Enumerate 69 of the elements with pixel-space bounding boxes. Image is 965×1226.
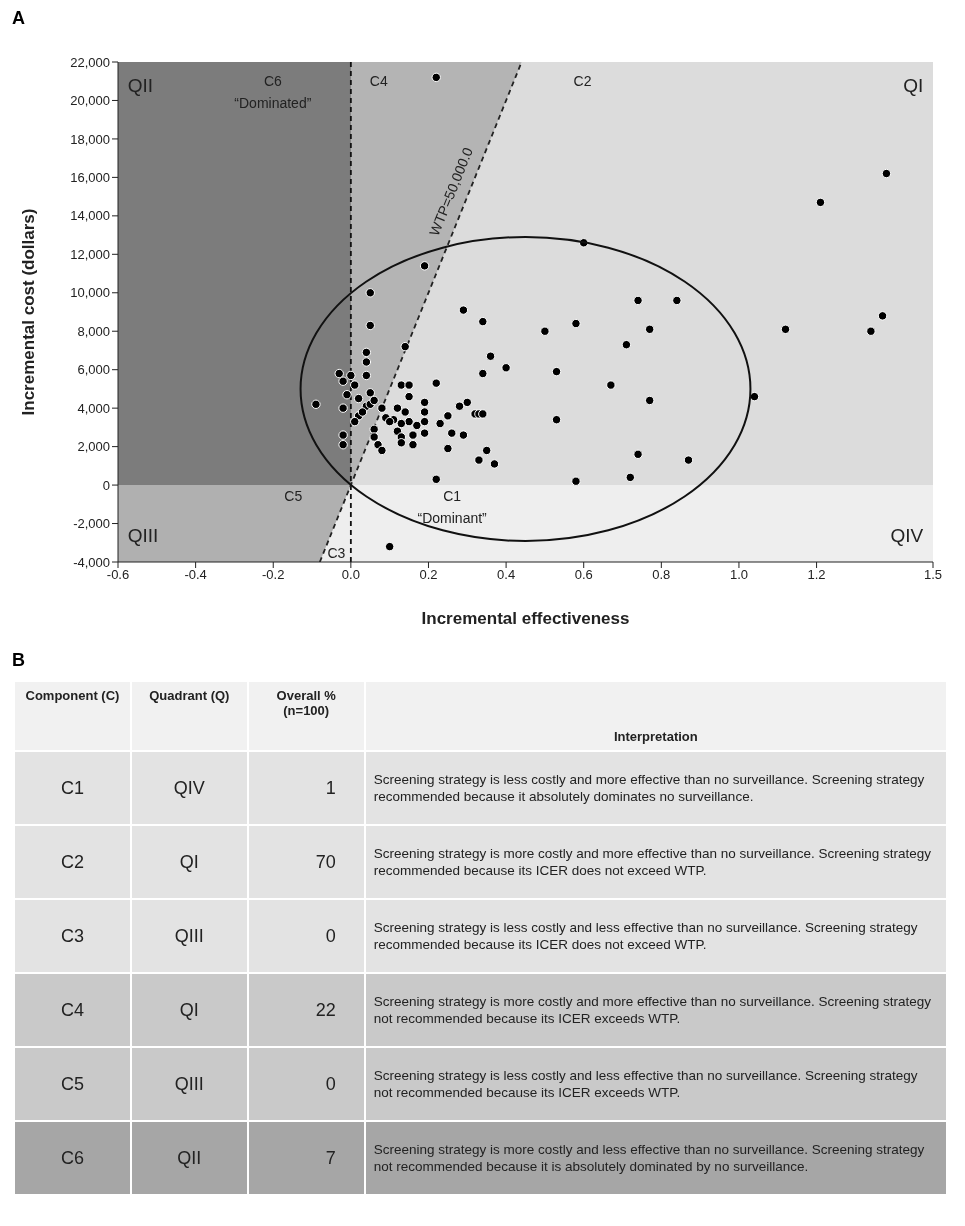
y-tick-label: 14,000: [70, 208, 110, 224]
annotation: C4: [369, 72, 388, 89]
data-label: 1: [247, 751, 365, 825]
text: QII: [130, 1121, 248, 1195]
x-tick-label: 1.0: [729, 567, 748, 583]
y-tick-label: 20,000: [70, 93, 110, 109]
annotation: C5: [284, 487, 303, 504]
text: Screening strategy is more costly and more effective than no surveillance. Screening strategy not recommended because its ICER exceeds WTP.: [364, 973, 947, 1047]
annotation: C3: [327, 545, 346, 562]
y-tick-label: 22,000: [70, 54, 110, 70]
x-tick-label: -0.2: [262, 567, 285, 583]
data-label: 0: [247, 1047, 365, 1121]
category-label: C2: [14, 825, 131, 899]
y-tick-label: 16,000: [70, 170, 110, 185]
x-tick-label: 0.0: [341, 567, 360, 583]
x-tick-label: 0.6: [574, 567, 593, 583]
y-tick-label: 4,000: [77, 400, 110, 416]
category-label: C3: [14, 899, 131, 973]
y-tick-label: 6,000: [77, 362, 110, 378]
category-label: C6: [14, 1121, 131, 1195]
annotation: C6: [263, 72, 283, 89]
text: B: [11, 650, 26, 672]
y-tick-label: 12,000: [70, 246, 110, 262]
text: Quadrant (Q): [130, 681, 248, 751]
data-label: 7: [247, 1121, 365, 1195]
y-tick-label: -2,000: [73, 516, 110, 532]
category-label: C5: [14, 1047, 131, 1121]
text: QI: [130, 825, 248, 899]
y-tick-label: 10,000: [70, 285, 110, 301]
text: QIII: [130, 1047, 248, 1121]
category-label: C1: [14, 751, 131, 825]
text: Interpretation: [364, 681, 947, 751]
text: QIII: [130, 899, 248, 973]
annotation: “Dominated”: [234, 95, 312, 112]
text: QI: [130, 973, 248, 1047]
y-tick-label: 18,000: [70, 131, 110, 147]
chart-title: A: [11, 8, 26, 30]
annotation: QIV: [890, 525, 924, 547]
text: Screening strategy is more costly and more effective than no surveillance. Screening strategy recommended because its ICER does not exceed WTP.: [364, 825, 947, 899]
x-tick-label: 0.2: [419, 567, 438, 583]
x-tick-label: -0.6: [106, 567, 130, 583]
text: Screening strategy is less costly and less effective than no surveillance. Screening strategy recommended because its ICER does not exceed WTP.: [364, 899, 947, 973]
y-tick-label: 8,000: [77, 323, 110, 339]
text: Screening strategy is less costly and less effective than no surveillance. Screening strategy not recommended because its ICER exceeds WTP.: [364, 1047, 947, 1121]
text: QIV: [130, 751, 248, 825]
annotation: C2: [573, 72, 592, 89]
y-axis-title: Incremental cost (dollars): [19, 208, 39, 416]
text: Screening strategy is less costly and more effective than no surveillance. Screening strategy recommended because it absolutely dominates no surveillance.: [364, 751, 947, 825]
annotation: C1: [443, 487, 462, 504]
y-tick-label: 2,000: [77, 439, 110, 455]
x-tick-label: 1.2: [807, 567, 826, 583]
x-tick-label: -0.4: [184, 567, 207, 583]
data-label: 22: [247, 973, 365, 1047]
annotation: “Dominant”: [417, 510, 488, 527]
y-tick-label: 0: [102, 477, 110, 493]
text: Overall % (n=100): [247, 681, 365, 751]
annotation: QI: [903, 75, 924, 97]
data-label: 0: [247, 899, 365, 973]
x-axis-title: Incremental effectiveness: [421, 609, 630, 628]
x-tick-label: 0.4: [497, 567, 516, 583]
y-tick-label: -4,000: [73, 554, 110, 570]
annotation: QIII: [127, 525, 159, 547]
annotation: QII: [127, 75, 154, 97]
data-label: 70: [247, 825, 365, 899]
x-tick-label: 1.5: [923, 567, 943, 583]
x-tick-label: 0.8: [652, 567, 671, 583]
category-label: C4: [14, 973, 131, 1047]
text: Screening strategy is more costly and less effective than no surveillance. Screening strategy not recommended because it is absolutely dominated by no surveillance.: [364, 1121, 947, 1195]
text: Component (C): [14, 681, 131, 751]
